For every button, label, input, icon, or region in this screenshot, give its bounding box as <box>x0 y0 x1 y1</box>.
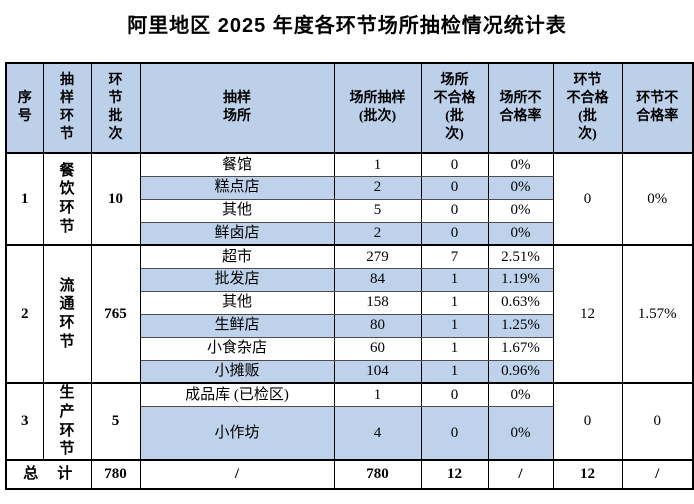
venue-unqualified-cell: 1 <box>420 313 489 338</box>
venue-cell: 小摊贩 <box>139 359 335 384</box>
table-row: 小食杂店 60 1 1.67% <box>6 336 693 361</box>
venue-rate-cell: 0% <box>487 175 554 200</box>
table-row: 小作坊 4 0 0% <box>6 405 693 461</box>
venue-rate-cell: 0% <box>487 198 554 223</box>
link-batches-cell: 765 <box>90 244 141 384</box>
header-link-batches: 环 节 批 次 <box>90 62 141 154</box>
venue-rate-cell: 0% <box>487 405 554 461</box>
header-link-unqualified: 环节 不合格 (批 次) <box>552 62 623 154</box>
venue-cell: 超市 <box>139 244 335 269</box>
venue-sampled-cell: 5 <box>333 198 422 223</box>
link-rate-cell: 1.57% <box>621 244 694 384</box>
venue-cell: 小食杂店 <box>139 336 335 361</box>
venue-rate-cell: 0% <box>487 382 554 407</box>
venue-rate-cell: 1.19% <box>487 267 554 292</box>
table-row: 生鲜店 80 1 1.25% <box>6 313 693 338</box>
venue-sampled-cell: 279 <box>333 244 422 269</box>
venue-rate-cell: 0.63% <box>487 290 554 315</box>
total-link-unqualified-cell: 12 <box>552 459 623 490</box>
link-rate-cell: 0 <box>621 382 694 461</box>
venue-sampled-cell: 60 <box>333 336 422 361</box>
venue-sampled-cell: 1 <box>333 382 422 407</box>
sampling-link-cell: 流 通 环 节 <box>42 244 92 384</box>
total-label-cell: 总 计 <box>5 459 92 490</box>
header-sampling-link: 抽 样 环 节 <box>42 62 92 154</box>
venue-cell: 餐馆 <box>139 152 335 177</box>
venue-sampled-cell: 4 <box>333 405 422 461</box>
venue-unqualified-cell: 0 <box>420 198 489 223</box>
venue-cell: 其他 <box>139 290 335 315</box>
venue-sampled-cell: 158 <box>333 290 422 315</box>
venue-unqualified-cell: 0 <box>420 175 489 200</box>
sampling-link-cell: 生 产 环 节 <box>42 382 92 461</box>
venue-cell: 批发店 <box>139 267 335 292</box>
venue-cell: 成品库 (已检区) <box>139 382 335 407</box>
venue-rate-cell: 2.51% <box>487 244 554 269</box>
venue-rate-cell: 0% <box>487 152 554 177</box>
link-rate-cell: 0% <box>621 152 694 246</box>
venue-cell: 其他 <box>139 198 335 223</box>
total-unqualified-cell: 12 <box>420 459 489 490</box>
venue-cell: 糕点店 <box>139 175 335 200</box>
header-row: 序 号 抽 样 环 节 环 节 批 次 抽样 场所 场所抽样 (批次) 场所 不… <box>5 62 694 154</box>
table-row: 鲜卤店 2 0 0% <box>6 221 693 246</box>
venue-unqualified-cell: 0 <box>420 405 489 461</box>
venue-sampled-cell: 104 <box>333 359 422 384</box>
table-row: 批发店 84 1 1.19% <box>6 267 693 292</box>
total-row: 总 计 780 / 780 12 / 12 / <box>5 459 694 490</box>
venue-unqualified-cell: 1 <box>420 267 489 292</box>
venue-unqualified-cell: 1 <box>420 359 489 384</box>
venue-unqualified-cell: 0 <box>420 152 489 177</box>
venue-unqualified-cell: 7 <box>420 244 489 269</box>
link-batches-cell: 10 <box>90 152 141 246</box>
venue-sampled-cell: 1 <box>333 152 422 177</box>
statistics-table: 序 号 抽 样 环 节 环 节 批 次 抽样 场所 场所抽样 (批次) 场所 不… <box>5 62 694 490</box>
link-unqualified-cell: 0 <box>552 382 623 461</box>
header-serial-no: 序 号 <box>5 62 44 154</box>
venue-cell: 小作坊 <box>139 405 335 461</box>
link-batches-cell: 5 <box>90 382 141 461</box>
venue-cell: 鲜卤店 <box>139 221 335 246</box>
serial-no-cell: 2 <box>5 244 44 384</box>
venue-cell: 生鲜店 <box>139 313 335 338</box>
header-venue-sampled: 场所抽样 (批次) <box>333 62 422 154</box>
venue-unqualified-cell: 0 <box>420 221 489 246</box>
venue-rate-cell: 1.67% <box>487 336 554 361</box>
table-row: 2 流 通 环 节 765 超市 279 7 2.51% 12 1.57% <box>5 244 694 384</box>
link-unqualified-cell: 0 <box>552 152 623 246</box>
total-link-batches-cell: 780 <box>90 459 141 490</box>
venue-rate-cell: 1.25% <box>487 313 554 338</box>
serial-no-cell: 3 <box>5 382 44 461</box>
link-unqualified-cell: 12 <box>552 244 623 384</box>
serial-no-cell: 1 <box>5 152 44 246</box>
header-venue-unqualified: 场所 不合格 (批 次) <box>420 62 489 154</box>
total-sampled-cell: 780 <box>333 459 422 490</box>
venue-unqualified-cell: 1 <box>420 290 489 315</box>
sampling-link-cell: 餐 饮 环 节 <box>42 152 92 246</box>
table-row: 3 生 产 环 节 5 成品库 (已检区) 1 0 0% 0 0 <box>5 382 694 461</box>
table-row: 小摊贩 104 1 0.96% <box>6 359 693 384</box>
total-link-rate-cell: / <box>621 459 694 490</box>
header-venue-rate: 场所不 合格率 <box>487 62 554 154</box>
venue-sampled-cell: 2 <box>333 221 422 246</box>
venue-sampled-cell: 84 <box>333 267 422 292</box>
total-rate-cell: / <box>487 459 554 490</box>
venue-rate-cell: 0.96% <box>487 359 554 384</box>
page-title: 阿里地区 2025 年度各环节场所抽检情况统计表 <box>127 15 567 37</box>
header-link-rate: 环节不 合格率 <box>621 62 694 154</box>
venue-unqualified-cell: 1 <box>420 336 489 361</box>
venue-unqualified-cell: 0 <box>420 382 489 407</box>
total-venue-cell: / <box>139 459 335 490</box>
header-venue: 抽样 场所 <box>139 62 335 154</box>
venue-sampled-cell: 80 <box>333 313 422 338</box>
venue-rate-cell: 0% <box>487 221 554 246</box>
venue-sampled-cell: 2 <box>333 175 422 200</box>
table-row: 1 餐 饮 环 节 10 餐馆 1 0 0% 0 0% <box>5 152 694 246</box>
